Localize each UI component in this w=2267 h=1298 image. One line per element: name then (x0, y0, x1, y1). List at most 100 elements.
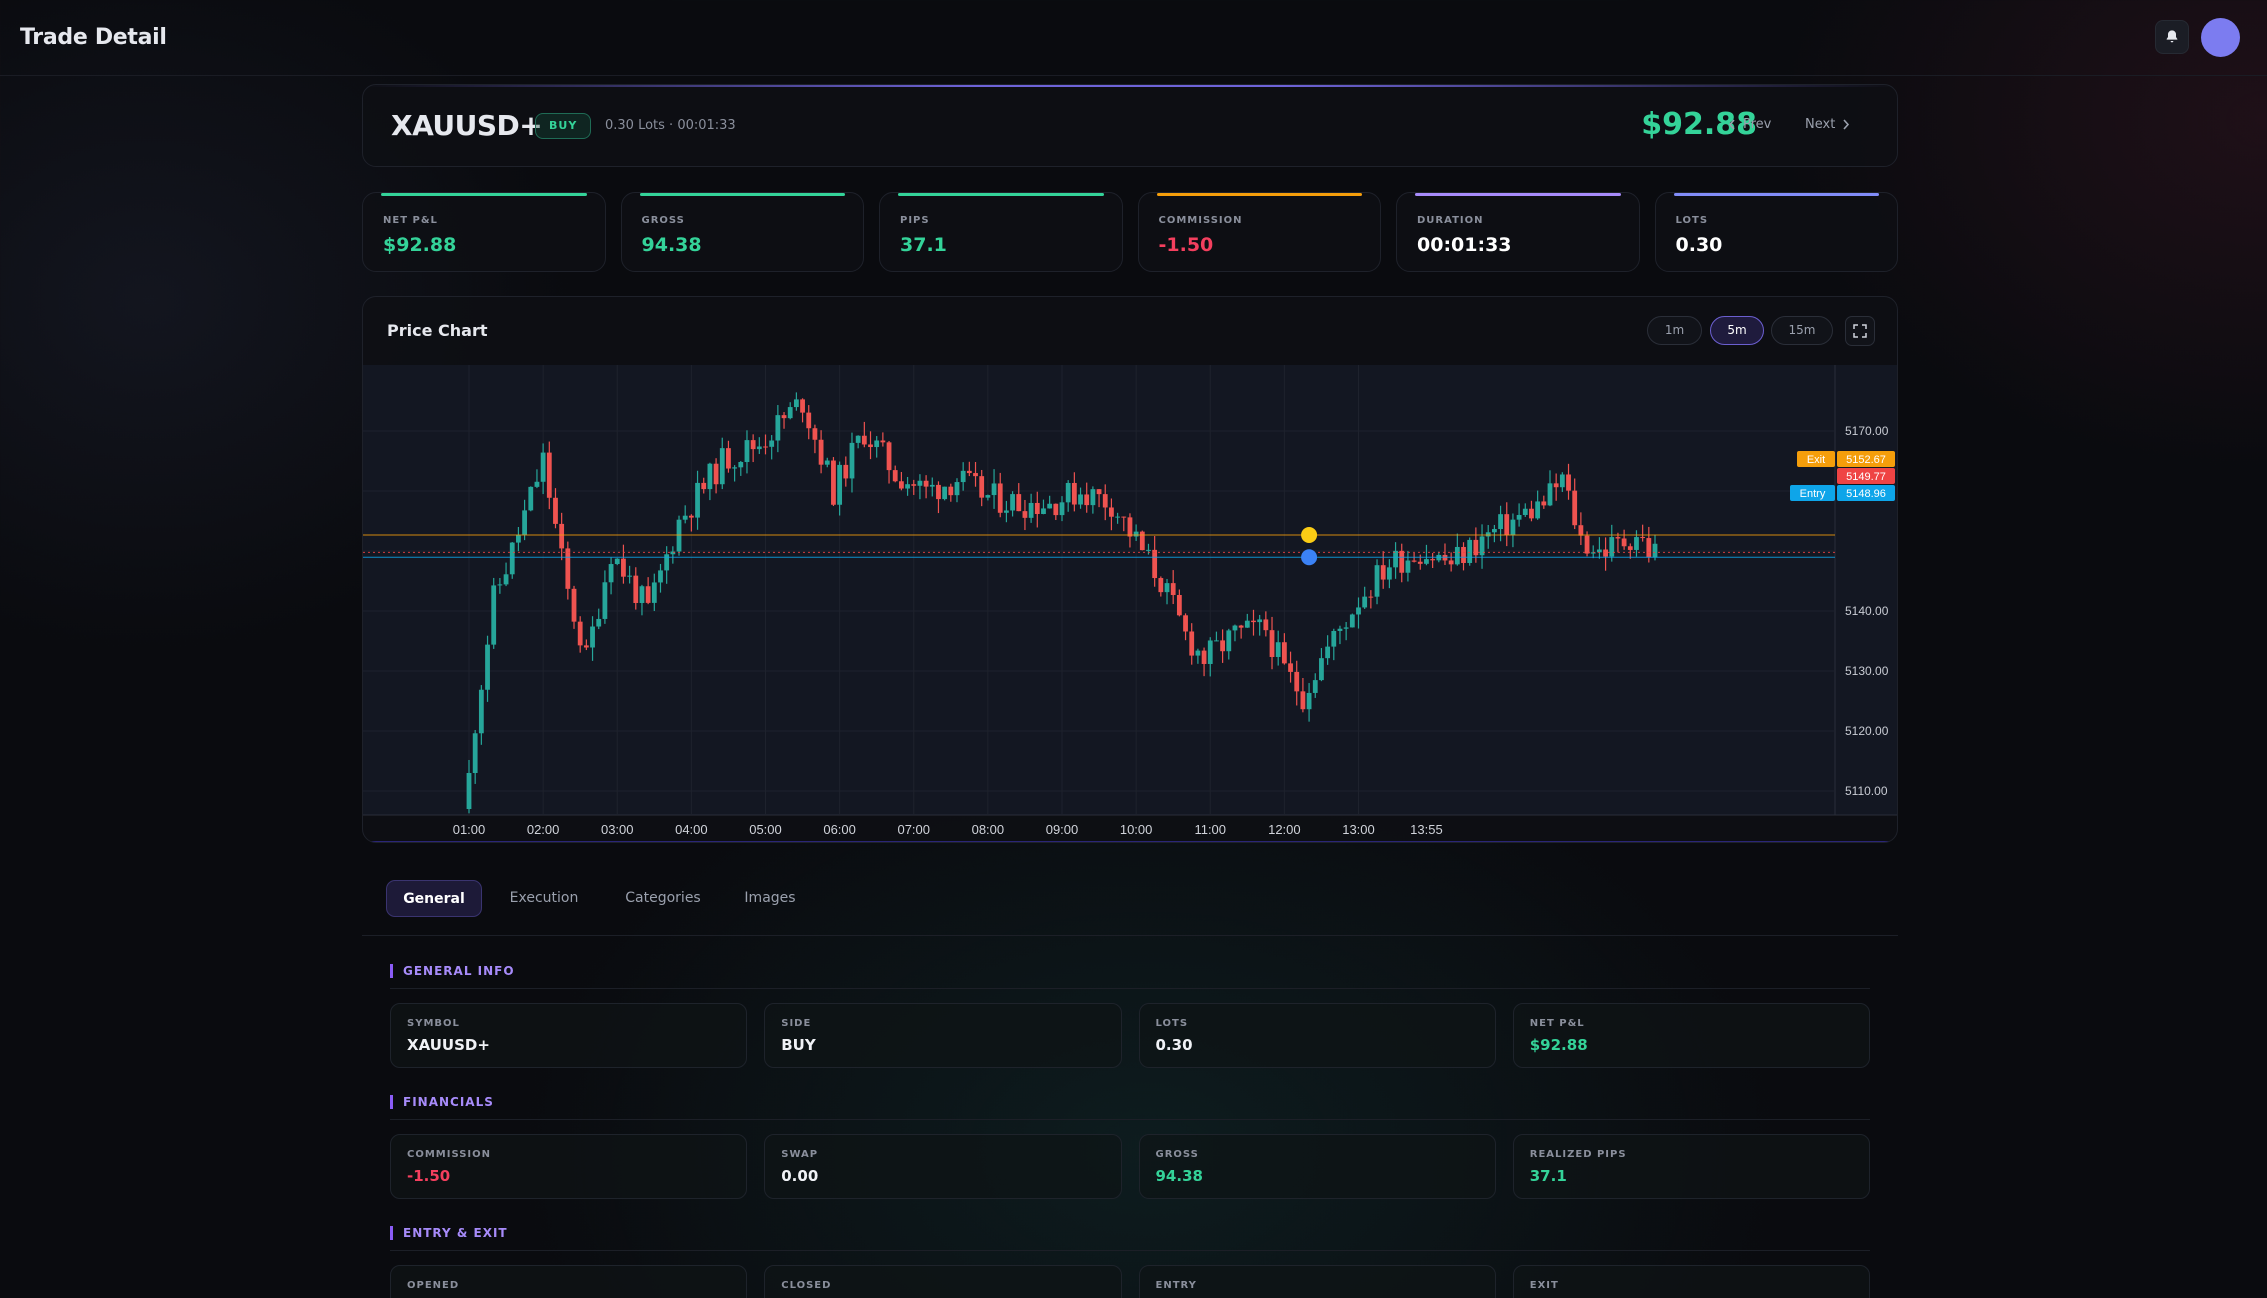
price-level-tag (1837, 468, 1895, 484)
entry-marker (1301, 549, 1318, 566)
candle (1288, 663, 1293, 672)
stat-label: DURATION (1417, 215, 1484, 226)
candle (787, 407, 793, 419)
field-value: -1.50 (407, 1167, 451, 1185)
candle (719, 448, 725, 485)
candle (1491, 529, 1497, 533)
y-tick-label: 5120.00 (1845, 724, 1889, 738)
candle (645, 586, 651, 603)
stat-accent-bar (639, 193, 845, 196)
candle (750, 440, 756, 450)
tab-categories[interactable]: Categories (625, 890, 701, 906)
candle (763, 446, 768, 448)
candle (596, 618, 602, 627)
candle (1479, 536, 1485, 556)
price-level-value: 5148.96 (1846, 488, 1886, 500)
stat-value: 94.38 (641, 234, 702, 256)
prev-button[interactable]: Prev (1728, 117, 1771, 132)
stats-row: NET P&L $92.88 GROSS 94.38 PIPS 37.1 COM… (362, 192, 1898, 272)
field-label: NET P&L (1529, 1018, 1585, 1029)
candle (831, 460, 836, 505)
stat-label: LOTS (1675, 215, 1709, 226)
stat-duration: DURATION 00:01:33 (1396, 192, 1640, 272)
candle (1566, 474, 1571, 491)
candle (1102, 494, 1108, 508)
candle (1319, 658, 1324, 681)
price-level-name: Exit (1807, 454, 1825, 466)
next-button[interactable]: Next (1805, 117, 1850, 132)
candle (583, 645, 589, 648)
candle (1325, 646, 1331, 659)
field-label: SWAP (781, 1149, 819, 1160)
candle (688, 515, 694, 518)
candle (886, 442, 892, 471)
candle (1627, 546, 1633, 550)
timeframe-5m-button[interactable]: 5m (1710, 316, 1764, 345)
candle (1362, 596, 1368, 608)
field-commission: COMMISSION -1.50 (390, 1134, 748, 1199)
x-tick-label: 08:00 (972, 822, 1005, 837)
x-tick-label: 07:00 (897, 822, 930, 837)
candle (1603, 549, 1608, 557)
candle (744, 440, 750, 463)
x-tick-label: 09:00 (1046, 822, 1079, 837)
candle (701, 482, 707, 490)
field-label: REALIZED PIPS (1529, 1149, 1627, 1160)
x-tick-label: 04:00 (675, 822, 708, 837)
candle (1152, 549, 1158, 579)
candle (781, 415, 787, 419)
notifications-button[interactable] (2155, 20, 2189, 54)
candle (1238, 625, 1244, 628)
candle (676, 519, 682, 552)
candle (905, 484, 910, 489)
tab-execution[interactable]: Execution (509, 890, 579, 906)
candle (1281, 642, 1287, 664)
divider (390, 1119, 1870, 1120)
avatar[interactable] (2201, 18, 2240, 57)
candle (627, 575, 633, 577)
field-label: ENTRY (1155, 1280, 1197, 1291)
candle (732, 467, 738, 469)
candle (1109, 507, 1114, 517)
top-bar: Trade Detail (0, 0, 2267, 76)
candle (516, 534, 521, 543)
candle (1634, 537, 1639, 550)
entry-exit-fields: OPENED CLOSED ENTRY EXIT (390, 1265, 1870, 1298)
candle (1034, 502, 1040, 514)
candle (1559, 474, 1565, 488)
y-tick-label: 5140.00 (1845, 604, 1889, 618)
price-level-value: 5152.67 (1846, 454, 1886, 466)
candle (1430, 559, 1436, 561)
candle (1220, 640, 1226, 652)
candle (1578, 525, 1584, 536)
field-side: SIDE BUY (764, 1003, 1122, 1068)
field-symbol: SYMBOL XAUUSD+ (390, 1003, 748, 1068)
price-chart-card: Price Chart 1m 5m 15m 5170.005160.005140… (362, 296, 1898, 843)
tab-images[interactable]: Images (744, 890, 796, 906)
candle (997, 483, 1003, 513)
candle (491, 585, 497, 645)
candle (1115, 516, 1120, 518)
y-tick-label: 5130.00 (1845, 664, 1889, 678)
candle (1047, 503, 1053, 509)
candle (806, 412, 812, 429)
field-value: XAUUSD+ (407, 1036, 490, 1054)
timeframe-1m-button[interactable]: 1m (1647, 316, 1702, 345)
fullscreen-button[interactable] (1845, 316, 1875, 346)
candle (1306, 692, 1312, 710)
candle (793, 399, 799, 408)
candle (1189, 631, 1195, 656)
candle (633, 575, 639, 603)
timeframe-15m-button[interactable]: 15m (1771, 316, 1833, 345)
candle (991, 483, 997, 496)
candle (559, 523, 565, 549)
x-tick-label: 12:00 (1268, 822, 1301, 837)
candle (1195, 650, 1201, 656)
candle (565, 548, 571, 589)
candle (1572, 490, 1578, 526)
candlestick-chart[interactable]: 5170.005160.005140.005130.005120.005110.… (363, 365, 1898, 843)
candle (713, 463, 719, 485)
exit-marker (1301, 526, 1318, 543)
tab-general[interactable]: General (386, 880, 482, 917)
candle (571, 588, 577, 622)
